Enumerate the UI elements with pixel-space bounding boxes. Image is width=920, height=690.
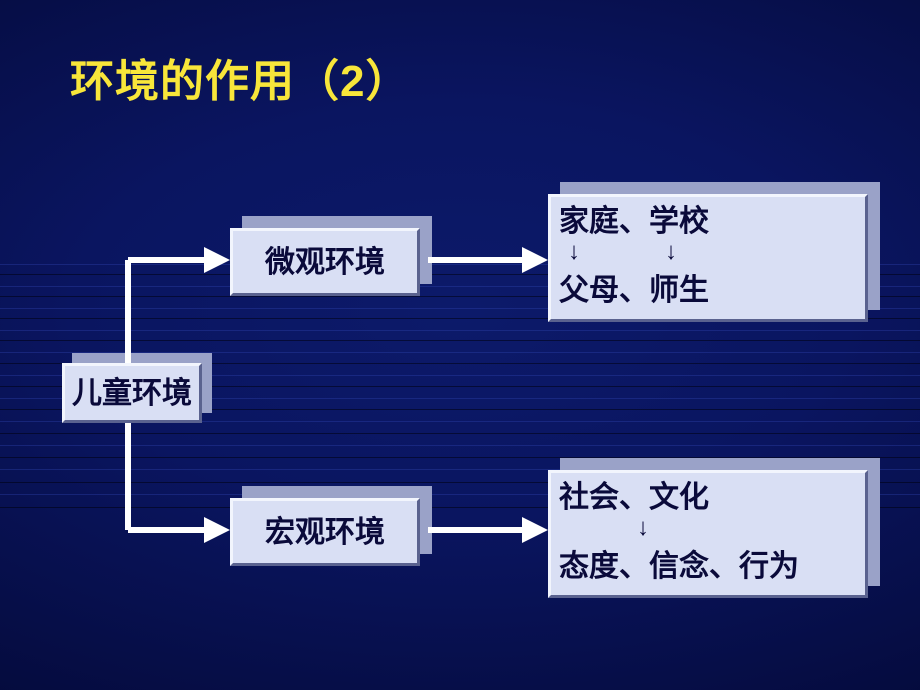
down-arrow-icon: ↓: [637, 518, 649, 540]
down-arrow-icon: ↓: [568, 242, 580, 264]
macro-label: 宏观环境: [233, 510, 417, 555]
slide-title: 环境的作用（2）: [70, 45, 410, 109]
root-label: 儿童环境: [65, 371, 199, 416]
micro-box: 微观环境: [230, 228, 420, 296]
macro-detail-text: 社会、文化 ↓ 态度、信念、行为: [551, 479, 865, 589]
micro-detail-box: 家庭、学校 ↓ ↓ 父母、师生: [548, 194, 868, 322]
micro-label: 微观环境: [233, 240, 417, 285]
down-arrow-icon: ↓: [665, 242, 677, 264]
macro-box: 宏观环境: [230, 498, 420, 566]
macro-detail-box: 社会、文化 ↓ 态度、信念、行为: [548, 470, 868, 598]
micro-detail-text: 家庭、学校 ↓ ↓ 父母、师生: [551, 203, 865, 313]
root-box: 儿童环境: [62, 363, 202, 423]
